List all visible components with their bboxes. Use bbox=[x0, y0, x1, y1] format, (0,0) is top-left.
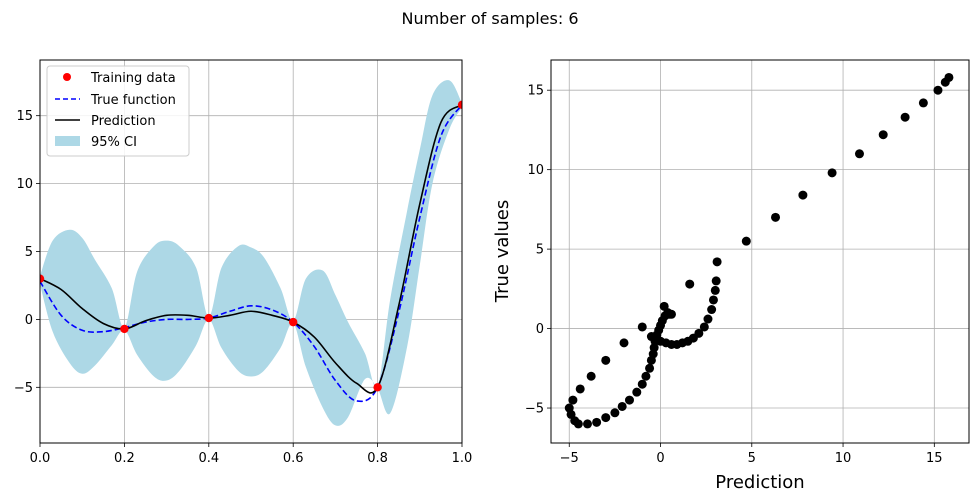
gp-x-tick-label: 0.8 bbox=[367, 451, 388, 466]
scatter-point bbox=[637, 379, 647, 389]
scatter-point bbox=[699, 322, 709, 332]
legend-prediction-label: Prediction bbox=[91, 114, 156, 129]
training-point bbox=[204, 313, 213, 323]
scatter-point bbox=[575, 384, 585, 394]
scatter-point bbox=[583, 419, 593, 429]
scatter-point bbox=[708, 295, 718, 305]
training-point bbox=[289, 317, 298, 327]
legend-frame bbox=[46, 65, 190, 157]
gp-plot-legend: Training data True function Prediction 9… bbox=[46, 65, 190, 157]
scatter-point bbox=[694, 328, 704, 338]
prediction-vs-true-plot: −5 0 5 10 15 −5 0 5 10 15 Prediction True values bbox=[492, 59, 970, 493]
scatter-point bbox=[592, 417, 602, 427]
scatter-point bbox=[641, 371, 651, 381]
scatter-point bbox=[710, 285, 720, 295]
scatter-x-tick-label: 15 bbox=[926, 451, 943, 466]
gp-y-tick-label: 10 bbox=[16, 177, 33, 192]
scatter-plot-grid bbox=[551, 60, 969, 443]
scatter-point bbox=[878, 130, 888, 140]
gp-y-tick-label: 15 bbox=[16, 109, 33, 124]
scatter-point bbox=[918, 98, 928, 108]
scatter-y-tick-label: 5 bbox=[536, 243, 544, 258]
gp-plot-ticks: 0.0 0.2 0.4 0.6 0.8 1.0 −5 0 5 10 15 bbox=[14, 109, 473, 466]
scatter-point bbox=[827, 168, 837, 178]
scatter-x-axis-label: Prediction bbox=[715, 472, 804, 493]
scatter-x-tick-label: 10 bbox=[835, 451, 852, 466]
scatter-point bbox=[586, 371, 596, 381]
scatter-point bbox=[568, 395, 578, 405]
scatter-point bbox=[619, 338, 629, 348]
scatter-y-tick-label: 15 bbox=[527, 84, 544, 99]
scatter-point bbox=[637, 322, 647, 332]
scatter-point bbox=[741, 236, 751, 246]
scatter-y-tick-label: −5 bbox=[525, 402, 544, 417]
gp-x-tick-label: 0.2 bbox=[114, 451, 135, 466]
legend-training-label: Training data bbox=[90, 71, 176, 86]
true-function-line bbox=[40, 104, 462, 403]
ci-band bbox=[40, 80, 462, 426]
scatter-point bbox=[900, 112, 910, 122]
scatter-point bbox=[944, 72, 954, 82]
scatter-point bbox=[645, 363, 655, 373]
scatter-plot-frame bbox=[550, 59, 970, 444]
scatter-y-tick-label: 10 bbox=[527, 163, 544, 178]
scatter-x-tick-label: 0 bbox=[656, 451, 664, 466]
scatter-point bbox=[933, 85, 943, 95]
scatter-point bbox=[666, 309, 676, 319]
gp-x-tick-label: 0.4 bbox=[198, 451, 219, 466]
legend-ci-label: 95% CI bbox=[91, 135, 137, 150]
gp-y-tick-label: −5 bbox=[14, 381, 33, 396]
scatter-point bbox=[601, 413, 611, 423]
legend-training-marker bbox=[63, 73, 71, 81]
scatter-point bbox=[771, 212, 781, 222]
scatter-point bbox=[624, 395, 634, 405]
gp-regression-plot: 0.0 0.2 0.4 0.6 0.8 1.0 −5 0 5 10 15 Training data… bbox=[14, 59, 473, 466]
scatter-plot-data bbox=[564, 72, 954, 429]
scatter-y-axis-label: True values bbox=[492, 200, 513, 304]
gp-plot-data bbox=[40, 80, 462, 426]
prediction-line bbox=[40, 104, 462, 394]
scatter-x-tick-label: −5 bbox=[560, 451, 579, 466]
scatter-plot-ticks: −5 0 5 10 15 −5 0 5 10 15 bbox=[525, 84, 943, 466]
scatter-point bbox=[854, 149, 864, 159]
scatter-point bbox=[707, 305, 717, 315]
scatter-x-tick-label: 5 bbox=[748, 451, 756, 466]
scatter-point bbox=[712, 257, 722, 267]
scatter-point bbox=[632, 387, 642, 397]
legend-true-function-label: True function bbox=[90, 93, 176, 108]
scatter-point bbox=[798, 190, 808, 200]
training-point bbox=[373, 383, 382, 392]
scatter-point bbox=[617, 401, 627, 411]
scatter-point bbox=[601, 355, 611, 365]
gp-x-tick-label: 1.0 bbox=[452, 451, 473, 466]
legend-ci-patch bbox=[55, 136, 80, 146]
scatter-point bbox=[573, 419, 583, 429]
training-point bbox=[120, 324, 129, 334]
gp-x-tick-label: 0.6 bbox=[283, 451, 304, 466]
scatter-point bbox=[610, 408, 620, 418]
gp-y-tick-label: 0 bbox=[25, 313, 33, 328]
scatter-y-tick-label: 0 bbox=[536, 322, 544, 337]
training-point bbox=[40, 274, 45, 283]
scatter-point bbox=[711, 276, 721, 286]
figure-suptitle: Number of samples: 6 bbox=[401, 9, 578, 28]
scatter-point bbox=[703, 314, 713, 324]
training-point bbox=[457, 100, 462, 110]
scatter-point bbox=[685, 279, 695, 289]
gp-x-tick-label: 0.0 bbox=[30, 451, 51, 466]
gp-y-tick-label: 5 bbox=[25, 245, 33, 260]
